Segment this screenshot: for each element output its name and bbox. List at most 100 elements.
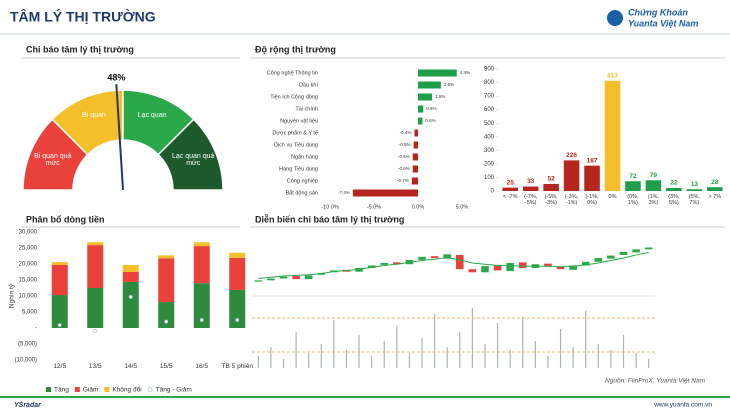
- bar-segment: [87, 242, 104, 246]
- y-tick-label: 20,000: [19, 262, 38, 268]
- volume-bar: [559, 329, 562, 368]
- value-label: 226: [566, 152, 577, 159]
- candle: [594, 258, 603, 262]
- bar: [412, 165, 418, 173]
- volume-bar: [333, 320, 335, 368]
- bar: [413, 141, 418, 149]
- bar-segment: [51, 295, 68, 328]
- sector-label: Nguyên vật liệu: [280, 118, 318, 124]
- bar-segment: [193, 242, 210, 247]
- bar: [686, 189, 703, 191]
- bar: [418, 69, 457, 77]
- sector-label: Tài chính: [295, 106, 318, 112]
- bar-segment: [229, 252, 246, 258]
- volume-bar: [408, 353, 411, 368]
- x-tick-label: (3%, 5%): [668, 194, 680, 206]
- logo-text: Chứng Khoán: [628, 7, 688, 17]
- volume-bar: [484, 344, 486, 368]
- candle: [443, 254, 451, 259]
- footer-url: www.yuanta.com.vn: [653, 402, 712, 409]
- volume-bar: [534, 341, 536, 368]
- panel-title: Phân bổ dòng tiền: [26, 214, 105, 224]
- bar-segment: [51, 262, 68, 265]
- volume-bar: [421, 338, 423, 368]
- y-tick-label: 600: [484, 107, 495, 113]
- gauge-value: 48%: [107, 73, 125, 83]
- candle: [518, 262, 527, 268]
- dot: [128, 294, 133, 300]
- volume-bar: [471, 308, 473, 368]
- value-label: 72: [629, 173, 637, 180]
- bar: [418, 117, 423, 125]
- value-label: -0.4%: [400, 130, 412, 135]
- x-tick-label: (0%, 1%): [627, 194, 639, 206]
- value-label: 22: [670, 180, 678, 187]
- sector-label: Dịch vụ Tiêu dùng: [274, 142, 318, 148]
- x-tick-label: 16/5: [195, 363, 209, 370]
- value-label: 187: [587, 157, 598, 164]
- y-tick-label: -: [35, 326, 37, 332]
- value-label: 28: [711, 179, 719, 186]
- volume-bar: [383, 341, 385, 368]
- volume-bar: [434, 314, 436, 368]
- legend-label: Giảm: [83, 387, 99, 394]
- bar-segment: [229, 257, 246, 290]
- x-tick-label: TB 5 phiên: [221, 363, 253, 370]
- value-label: -0.7%: [397, 178, 409, 183]
- y-tick-label: 0: [491, 189, 495, 195]
- volume-bar: [509, 350, 511, 368]
- volume-bar: [459, 332, 461, 368]
- bar-segment: [193, 246, 210, 284]
- bar-segment: [51, 264, 68, 296]
- candle: [267, 278, 275, 281]
- volume-bar: [496, 323, 499, 368]
- y-tick-label: 500: [484, 121, 495, 127]
- candle: [304, 275, 313, 280]
- bar: [543, 183, 559, 191]
- volume-bar: [295, 332, 297, 368]
- y-tick-label: 5,000: [22, 310, 38, 316]
- x-tick-label: 13/5: [88, 363, 102, 370]
- volume-bar: [547, 356, 549, 368]
- y-tick-label: 700: [484, 94, 495, 100]
- bar: [352, 189, 418, 197]
- bar: [418, 81, 441, 89]
- sector-label: Công nghệ Thông tin: [267, 70, 318, 76]
- y-tick-label: 30,000: [19, 230, 38, 236]
- panel-title: Độ rộng thị trường: [255, 44, 336, 54]
- candle: [393, 262, 401, 265]
- candle: [418, 256, 426, 260]
- dot: [57, 323, 62, 328]
- source-note: Nguồn: FiinProX, Yuanta Việt Nam: [605, 376, 706, 385]
- sector-label: Ngân hàng: [291, 154, 318, 160]
- x-tick-label: 5.0%: [456, 204, 469, 210]
- y-tick-label: 200: [484, 161, 495, 167]
- volume-bar: [610, 350, 612, 368]
- volume-bar: [308, 353, 310, 368]
- y-tick-label: 300: [484, 148, 495, 154]
- bar-segment: [87, 288, 104, 328]
- volume-bar: [522, 317, 524, 368]
- legend-label: Tăng: [54, 387, 69, 394]
- x-tick-label: 14/5: [124, 363, 138, 370]
- candle: [544, 263, 552, 267]
- candle: [292, 276, 300, 280]
- dot: [93, 328, 98, 333]
- y-tick-label: 25,000: [19, 246, 38, 252]
- candle: [456, 254, 464, 270]
- x-tick-label: < -7%: [502, 194, 518, 200]
- volume-bar: [635, 353, 637, 368]
- volume-bar: [396, 326, 398, 368]
- y-tick-label: (10,000): [15, 358, 37, 364]
- candle: [430, 256, 439, 259]
- value-label: -0.6%: [398, 154, 410, 159]
- value-label: 79: [650, 172, 658, 179]
- legend-swatch: [74, 387, 80, 392]
- value-label: 0.6%: [426, 106, 436, 111]
- legend-label: Tăng - Giảm: [156, 387, 192, 394]
- sector-label: Tiện ích Cộng đồng: [270, 94, 318, 100]
- legend-swatch: [104, 387, 110, 392]
- volume-bar: [648, 359, 650, 368]
- candle: [644, 247, 653, 250]
- candle: [619, 251, 628, 255]
